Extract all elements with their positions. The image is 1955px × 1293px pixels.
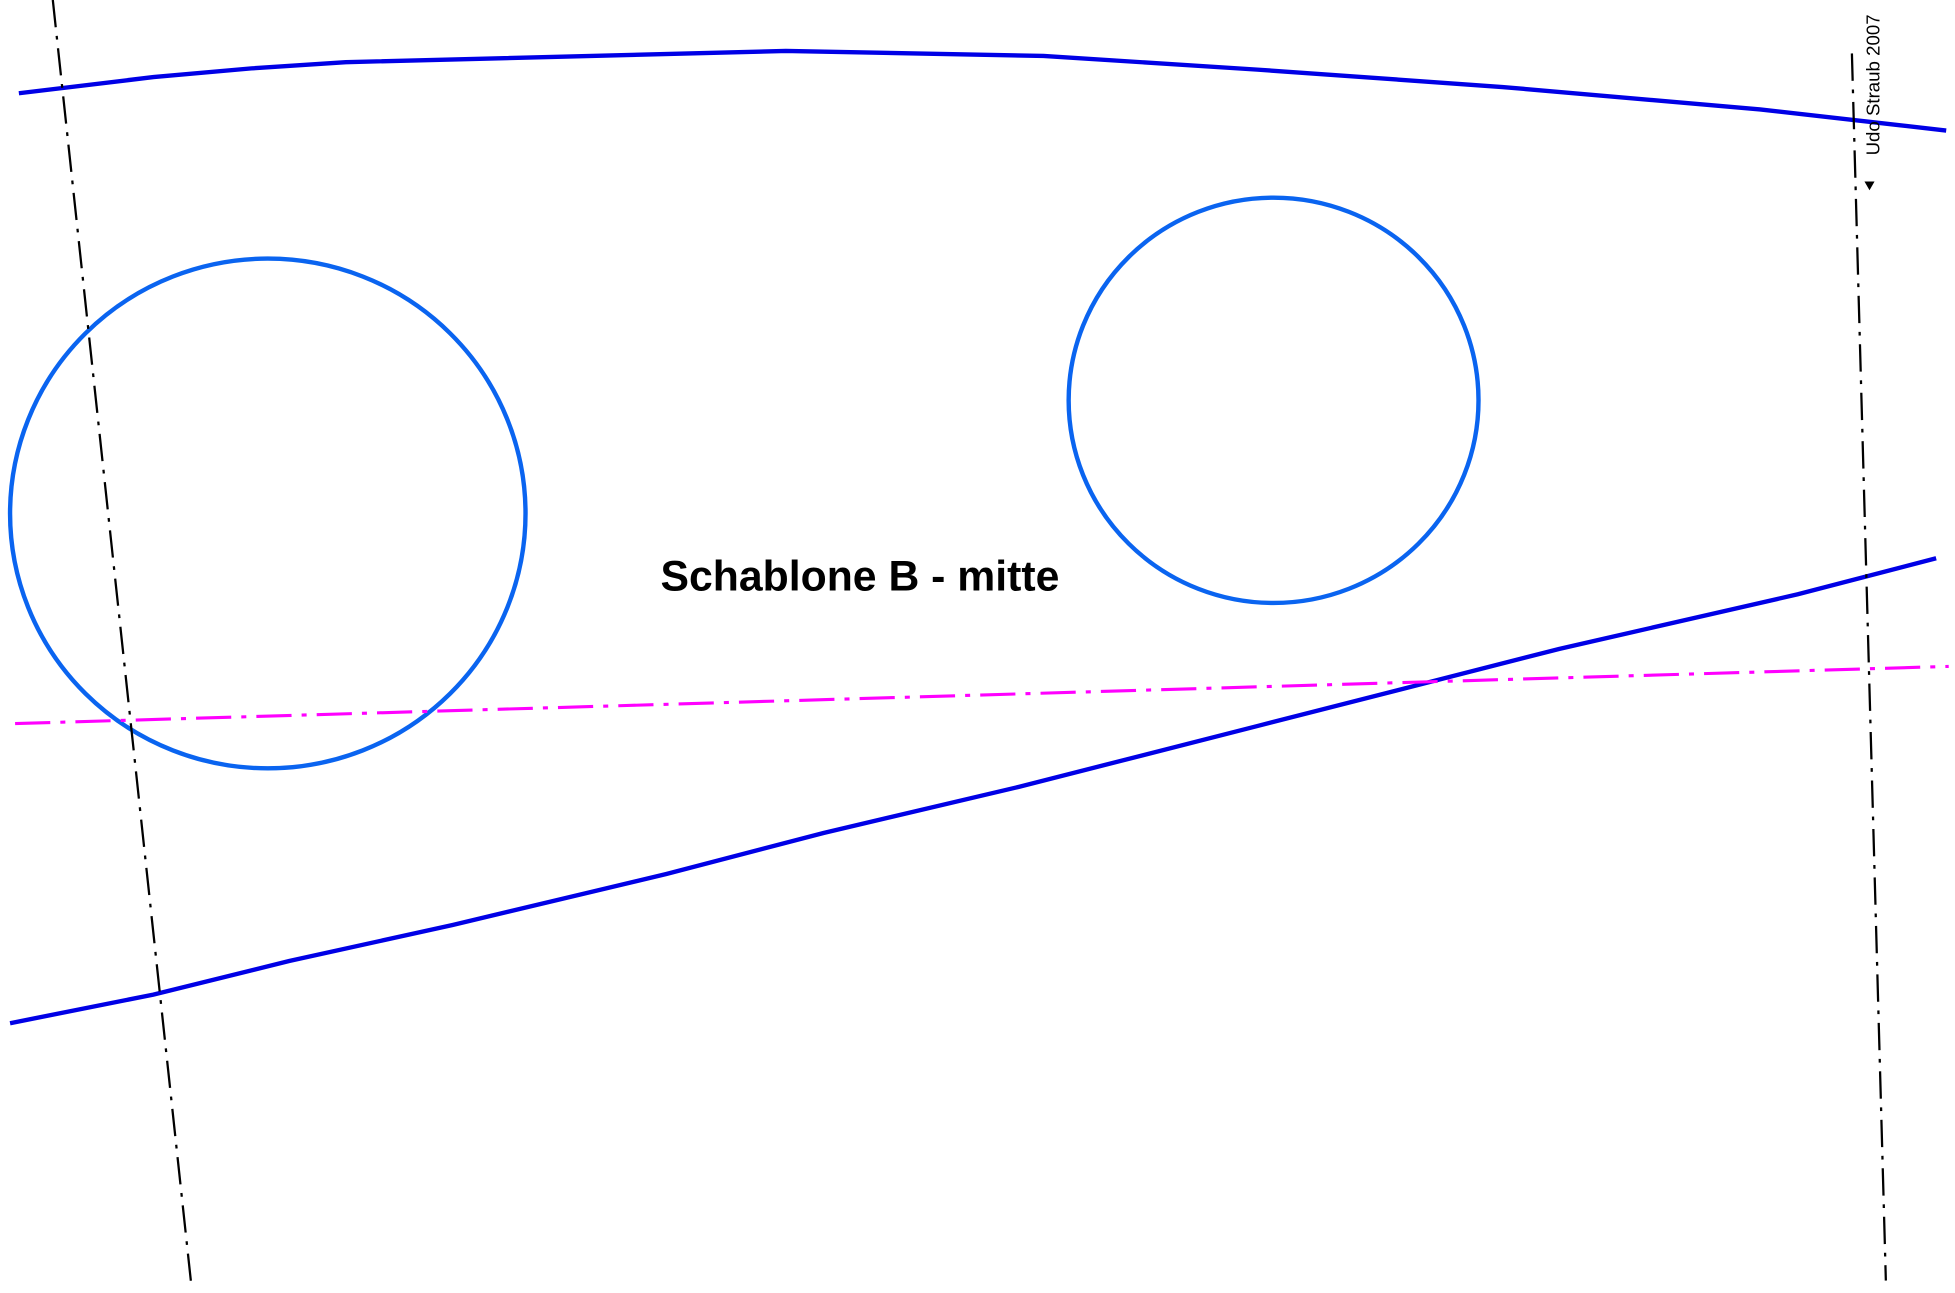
axis-line (15, 664, 1949, 726)
center-line-right (1850, 53, 1887, 1281)
upper-contour (18, 48, 1947, 133)
logo (1864, 181, 1875, 191)
hole-left (7, 256, 528, 771)
watermark: Udo Straub 2007 (1862, 14, 1883, 155)
title: Schablone B - mitte (660, 554, 1059, 601)
hole-right (1066, 195, 1481, 606)
lower-contour (9, 556, 1937, 1026)
center-line-left (51, 0, 193, 1284)
